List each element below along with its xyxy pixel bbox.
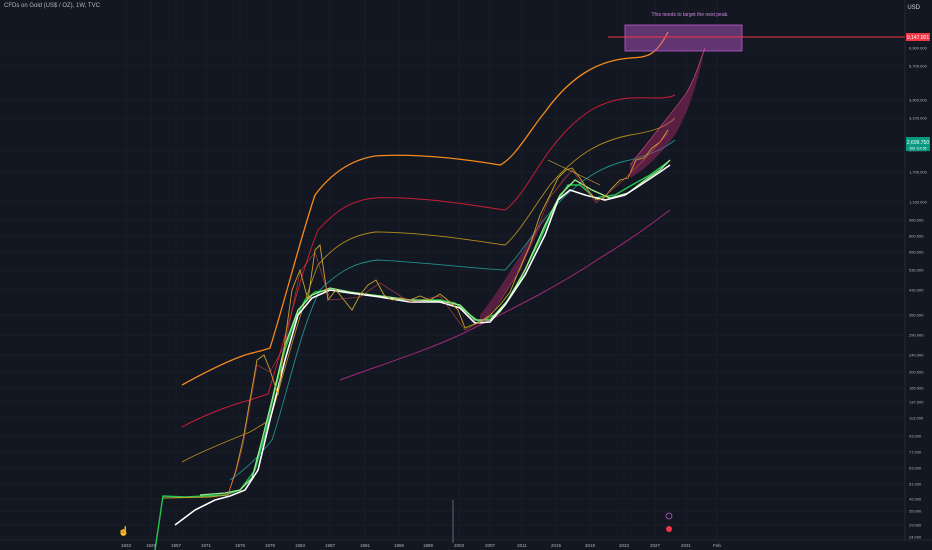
x-tick-label: 2019 bbox=[585, 543, 596, 548]
x-tick-label: 1987 bbox=[325, 543, 336, 548]
x-tick-label: 1833 bbox=[121, 543, 132, 548]
y-tick-label: 165.000 bbox=[909, 386, 924, 391]
y-tick-label: 113.000 bbox=[909, 416, 924, 421]
price-line bbox=[162, 129, 669, 499]
current-price-label: 2,699.750 bbox=[907, 140, 929, 146]
x-tick-label: 2003 bbox=[454, 543, 465, 548]
y-tick-label: 960.000 bbox=[909, 218, 924, 223]
y-tick-label: 5,700.000 bbox=[909, 64, 928, 69]
annotation-text: This needs to target the next peak. bbox=[652, 12, 729, 18]
target-zone bbox=[624, 24, 743, 52]
y-tick-label: 3,900.000 bbox=[909, 98, 928, 103]
y-tick-label: 240.000 bbox=[909, 353, 924, 358]
y-tick-label: 93.000 bbox=[909, 434, 922, 439]
y-tick-label: 51.000 bbox=[909, 482, 922, 487]
projection-channel-right bbox=[630, 48, 705, 178]
event-marker-2 bbox=[666, 526, 672, 532]
y-tick-label: 430.000 bbox=[909, 288, 924, 293]
x-tick-label: 1975 bbox=[235, 543, 246, 548]
y-tick-label: 6,900.000 bbox=[909, 46, 928, 51]
trend-line bbox=[547, 159, 601, 186]
target-price-tag bbox=[906, 33, 930, 41]
y-tick-label: 1,160.000 bbox=[909, 200, 928, 205]
x-tick-label: 1971 bbox=[201, 543, 212, 548]
y-tick-label: 24.000 bbox=[909, 535, 922, 540]
price-line-red bbox=[227, 132, 669, 496]
x-tick-label: 1957 bbox=[171, 543, 182, 548]
y-tick-label: 77.000 bbox=[909, 450, 922, 455]
y-tick-label: 35.000 bbox=[909, 509, 922, 514]
x-tick-label: 2015 bbox=[551, 543, 562, 548]
x-tick-label: 1999 bbox=[423, 543, 434, 548]
target-price-label: 9,147.001 bbox=[907, 35, 929, 41]
band-teal bbox=[229, 139, 676, 481]
y-tick-label: 1,700.000 bbox=[909, 170, 928, 175]
x-tick-label: 2011 bbox=[517, 543, 527, 548]
y-tick-label: 3,100.000 bbox=[909, 116, 928, 121]
pointer-icon: ☝ bbox=[118, 525, 129, 537]
x-tick-label: 2027 bbox=[650, 543, 661, 548]
x-tick-label: 1991 bbox=[360, 543, 371, 548]
y-tick-label: 42.000 bbox=[909, 497, 922, 502]
ma-light-green bbox=[199, 159, 671, 496]
ma-white bbox=[174, 164, 671, 526]
x-axis: 1833 1929 1957 1971 1975 1979 1983 1987 1991 1995… bbox=[121, 543, 721, 548]
y-tick-label: 29.000 bbox=[909, 523, 922, 528]
y-tick-label: 530.000 bbox=[909, 268, 924, 273]
x-tick-label: 1995 bbox=[394, 543, 405, 548]
y-tick-label: 800.000 bbox=[909, 234, 924, 239]
y-tick-label: 200.000 bbox=[909, 370, 924, 375]
chart-title: CFDs on Gold (US$ / OZ), 1W, TVC bbox=[4, 3, 100, 9]
x-tick-label: 1979 bbox=[265, 543, 276, 548]
y-tick-label: 290.000 bbox=[909, 333, 924, 338]
projection-channel-fill bbox=[480, 165, 572, 325]
channel-outline bbox=[629, 47, 706, 166]
current-price-tag bbox=[906, 137, 930, 151]
band-orange-upper bbox=[181, 31, 669, 386]
currency-label[interactable]: USD bbox=[907, 5, 920, 11]
x-tick-label: 2007 bbox=[485, 543, 496, 548]
x-tick-label: 2031 bbox=[681, 543, 692, 548]
y-axis: 6,900.0005,700.0003,900.0003,100.0002,30… bbox=[909, 46, 928, 540]
y-tick-label: 650.000 bbox=[909, 250, 924, 255]
y-tick-label: 137.000 bbox=[909, 400, 924, 405]
event-marker bbox=[665, 512, 673, 520]
band-purple-lower bbox=[339, 209, 671, 381]
x-tick-label: 1929 bbox=[146, 543, 157, 548]
y-tick-label: 350.000 bbox=[909, 313, 924, 318]
x-tick-label: Feb bbox=[713, 543, 721, 548]
y-tick-label: 63.000 bbox=[909, 466, 922, 471]
x-tick-label: 2023 bbox=[619, 543, 630, 548]
current-price-sub: 39d 11h 55 bbox=[909, 147, 926, 151]
x-tick-label: 1983 bbox=[295, 543, 306, 548]
band-red-upper bbox=[181, 94, 676, 428]
